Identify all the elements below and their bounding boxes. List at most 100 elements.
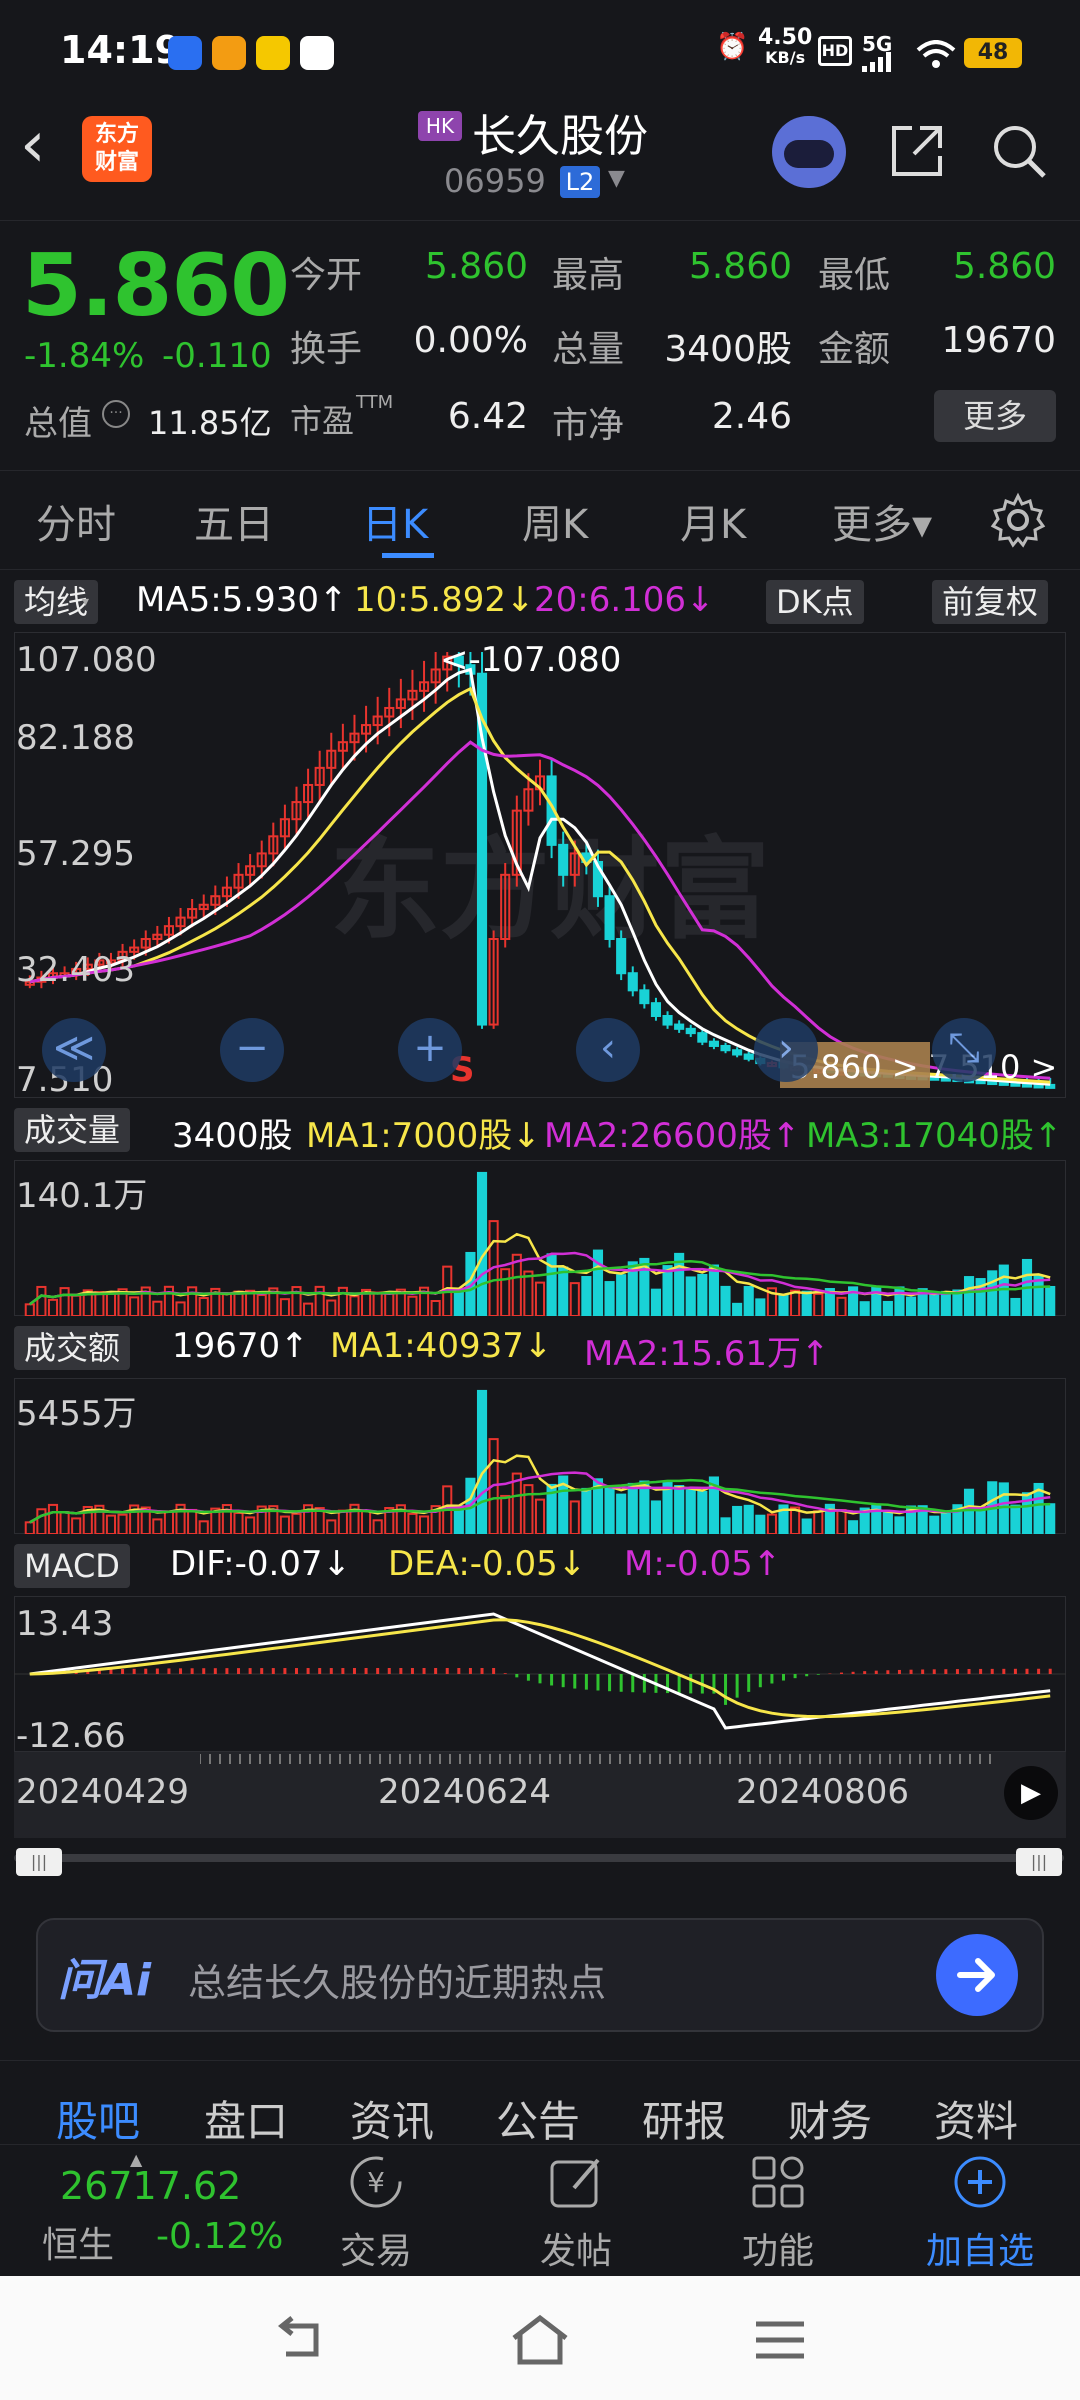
stock-code: 06959 [444,162,546,200]
amount-chip[interactable]: 成交额 [14,1326,131,1370]
vol-ma2: MA2:26600股↑ [544,1116,801,1156]
scroll-left-button[interactable]: ‹ [576,1018,640,1082]
send-button[interactable] [936,1934,1018,2016]
volume-bar [418,1515,430,1534]
candle-body [453,655,464,667]
volume-bar [824,1288,835,1316]
post-icon[interactable] [544,2150,608,2214]
range-scrollbar[interactable] [14,1854,1064,1862]
tab-financials[interactable]: 财务 [788,2097,873,2146]
function-grid-icon[interactable] [746,2150,810,2214]
volume-bar [105,1514,117,1534]
more-button[interactable]: 更多 [934,390,1056,442]
tab-order-book[interactable]: 盘口 [204,2097,289,2146]
home-nav-icon[interactable] [508,2312,572,2368]
volume-chip[interactable]: 成交量 [14,1108,131,1152]
volume-bar [708,1264,719,1316]
trade-icon[interactable]: ¥ [344,2150,408,2214]
ai-query-text[interactable]: 总结长久股份的近期热点 [188,1961,607,2005]
volume-bar [24,1521,35,1534]
candle-body [303,783,314,804]
function-label[interactable]: 功能 [742,2231,815,2272]
tab-daily-k[interactable]: 日K [362,502,429,548]
volume-bar [129,1504,140,1534]
alarm-icon: ⏰ [716,32,749,62]
tab-intraday[interactable]: 分时 [36,502,116,548]
date-label: 20240624 [378,1772,552,1812]
volume-bar [905,1296,917,1316]
volume-bar [233,1512,244,1534]
turnover-value: 0.00% [413,320,528,361]
volume-bar [778,1294,789,1316]
range-handle-left[interactable]: ||| [16,1848,62,1876]
volume-bar [569,1282,580,1316]
volume-bar [743,1286,754,1316]
dk-point-button[interactable]: DK点 [766,580,864,624]
market-cap-label: 总值 [24,404,92,444]
y-tick: 32.403 [16,950,135,990]
volume-bar [245,1289,256,1316]
volume-bar [790,1289,801,1316]
status-bar: 14:19 ⏰ 4.50 KB/s HD 5G 48 [0,0,1080,100]
add-watchlist-label[interactable]: 加自选 [926,2231,1035,2272]
tab-announcements[interactable]: 公告 [496,2097,581,2146]
volume-bar [1010,1297,1021,1316]
tab-profile[interactable]: 资料 [934,2097,1019,2146]
gear-icon[interactable] [990,492,1046,548]
fq-button[interactable]: 前复权 [932,580,1049,624]
ai-query-bar[interactable] [36,1918,1044,2032]
turnover-label: 换手 [290,329,363,370]
volume-bar [650,1288,662,1316]
menu-nav-icon[interactable] [752,2316,808,2364]
tab-forum[interactable]: 股吧 [56,2097,141,2146]
tab-monthly-k[interactable]: 月K [680,502,747,548]
candle-body [732,1049,743,1056]
index-value[interactable]: 26717.62 [60,2164,242,2208]
add-watchlist-icon[interactable] [948,2150,1012,2214]
play-icon[interactable]: ▶ [1004,1766,1058,1820]
back-nav-icon[interactable] [270,2312,330,2368]
trade-label[interactable]: 交易 [340,2231,413,2272]
volume-label: 总量 [552,329,625,370]
info-dots-icon[interactable]: ··· [102,400,130,428]
stock-name[interactable]: 长久股份 [472,111,648,162]
volume-chart[interactable] [14,1160,1066,1316]
tab-more[interactable]: 更多▾ [832,502,933,548]
zoom-in-button[interactable]: + [398,1018,462,1082]
fullscreen-button[interactable]: ⤡ [932,1018,996,1082]
volume-bar [256,1505,267,1534]
back-button[interactable]: ‹ [20,108,46,182]
volume-bar [418,1286,430,1316]
ma10-value: 10:5.892↓ [354,580,535,620]
candle-body [140,937,151,949]
range-handle-right[interactable]: ||| [1016,1848,1062,1876]
tab-weekly-k[interactable]: 周K [522,502,589,548]
kline-chart[interactable] [14,632,1066,1098]
volume-bar [1021,1492,1033,1534]
volume-bar [732,1302,743,1316]
volume-bar [697,1490,708,1534]
tab-news[interactable]: 资讯 [350,2097,435,2146]
brand-logo[interactable]: 东方 财富 [82,116,152,182]
scroll-right-button[interactable]: › [754,1018,818,1082]
share-icon[interactable] [886,120,948,182]
amount-chart[interactable] [14,1378,1066,1534]
macd-chart[interactable] [14,1596,1066,1752]
volume-bar [1045,1503,1056,1534]
candle-body [337,741,348,752]
level2-badge[interactable]: L2 [560,166,600,198]
ma-chip[interactable]: 均线 [14,580,99,624]
search-icon[interactable] [988,120,1050,182]
index-change[interactable]: -0.12% [156,2216,284,2257]
zoom-out-button[interactable]: − [220,1018,284,1082]
index-name[interactable]: 恒生 [42,2225,115,2266]
macd-chip[interactable]: MACD [14,1544,130,1588]
volume-bar [500,1268,511,1316]
post-label[interactable]: 发帖 [540,2231,613,2272]
chevron-down-icon[interactable]: ▼ [608,166,625,191]
scroll-left-fast-button[interactable]: ≪ [42,1018,106,1082]
tab-research[interactable]: 研报 [642,2097,727,2146]
tab-five-day[interactable]: 五日 [194,502,274,548]
volume-bar [430,1300,441,1316]
candle-body [291,801,302,821]
